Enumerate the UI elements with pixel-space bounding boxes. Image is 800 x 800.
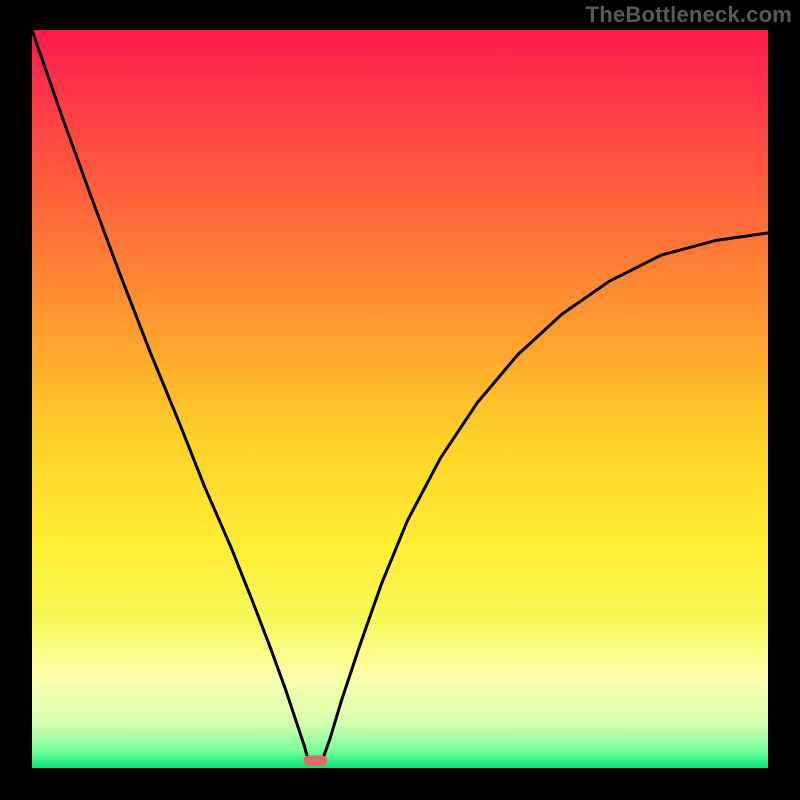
gradient-background xyxy=(32,30,768,768)
chart-frame: TheBottleneck.com xyxy=(0,0,800,800)
plot-area xyxy=(32,30,768,768)
valley-marker xyxy=(304,755,328,765)
watermark-text: TheBottleneck.com xyxy=(586,2,792,28)
plot-svg xyxy=(32,30,768,768)
